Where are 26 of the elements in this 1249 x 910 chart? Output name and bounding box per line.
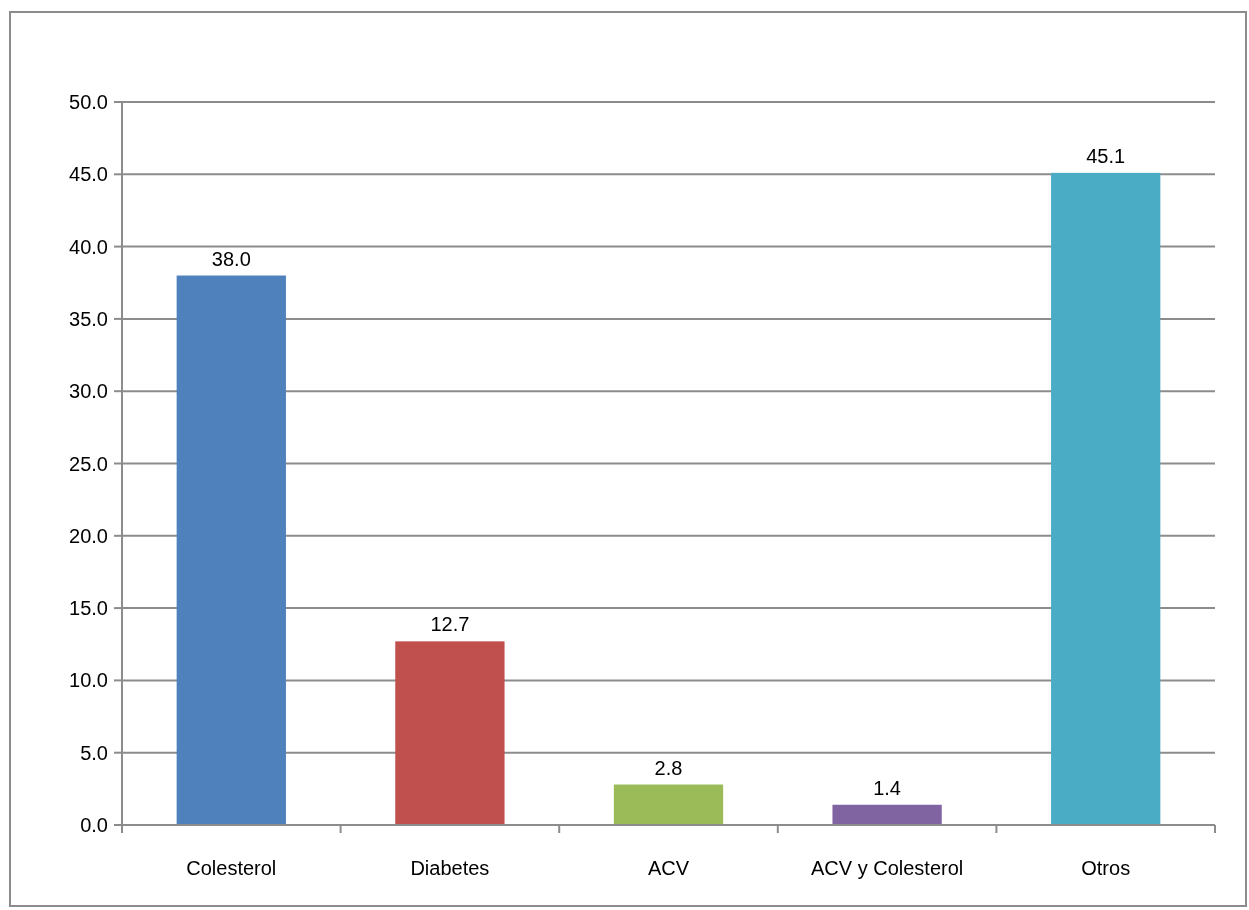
data-label: 1.4 <box>873 776 902 799</box>
x-tick-label: ACV y Colesterol <box>810 857 964 879</box>
y-tick-label: 0.0 <box>80 814 108 836</box>
bar <box>176 275 286 825</box>
y-tick-label: 50.0 <box>69 91 108 113</box>
y-tick-label: 5.0 <box>80 741 108 764</box>
bar <box>1051 172 1161 825</box>
data-label: 12.7 <box>430 613 470 636</box>
y-tick-label: 10.0 <box>69 669 108 692</box>
bar <box>832 804 942 825</box>
bar <box>613 784 724 825</box>
y-tick-label: 35.0 <box>69 307 108 330</box>
data-label: 45.1 <box>1086 144 1126 167</box>
y-tick-label: 15.0 <box>69 597 108 620</box>
y-tick-label: 40.0 <box>69 235 108 258</box>
x-tick-label: Colesterol <box>186 857 277 879</box>
y-tick-label: 30.0 <box>69 380 108 403</box>
y-tick-label: 25.0 <box>69 452 108 475</box>
bar <box>395 641 505 825</box>
y-tick-label: 20.0 <box>69 524 108 547</box>
data-label: 38.0 <box>211 247 251 270</box>
x-tick-label: ACV <box>647 857 690 879</box>
y-tick-label: 45.0 <box>69 163 108 186</box>
x-tick-label: Otros <box>1081 857 1131 879</box>
x-tick-label: Diabetes <box>410 857 490 879</box>
data-label: 2.8 <box>654 756 683 779</box>
